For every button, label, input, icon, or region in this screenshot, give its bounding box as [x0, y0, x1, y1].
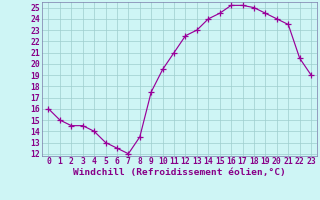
X-axis label: Windchill (Refroidissement éolien,°C): Windchill (Refroidissement éolien,°C)	[73, 168, 285, 177]
